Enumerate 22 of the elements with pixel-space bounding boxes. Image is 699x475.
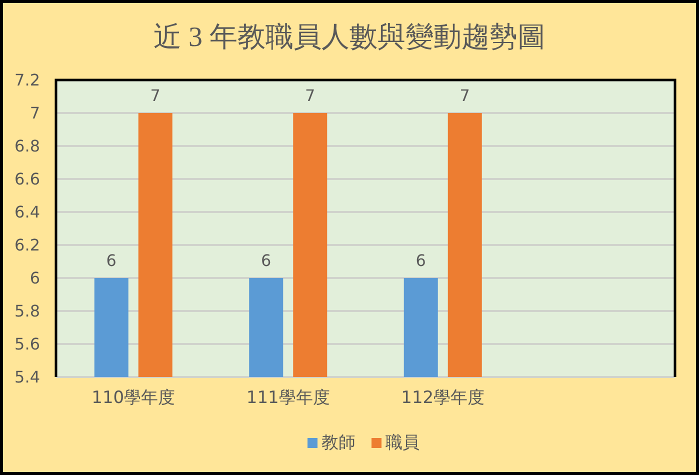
y-tick-label: 5.6 bbox=[14, 334, 40, 354]
legend-label: 教師 bbox=[322, 433, 356, 453]
legend-label: 職員 bbox=[386, 433, 420, 453]
y-tick-label: 5.8 bbox=[14, 302, 40, 320]
chart-title: 近 3 年教職員人數與變動趨勢圖 bbox=[154, 22, 546, 53]
y-tick-label: 7.2 bbox=[14, 70, 40, 90]
data-label: 6 bbox=[416, 251, 426, 270]
data-label: 6 bbox=[261, 251, 272, 270]
y-tick-label: 6.2 bbox=[14, 236, 40, 254]
y-tick-label: 7 bbox=[30, 104, 40, 122]
y-tick-label: 5.4 bbox=[14, 368, 40, 386]
y-tick-label: 6.8 bbox=[14, 136, 40, 156]
x-tick-label: 111學年度 bbox=[246, 388, 330, 408]
data-label: 7 bbox=[305, 86, 316, 105]
y-tick-label: 6.4 bbox=[14, 202, 40, 222]
data-label: 6 bbox=[106, 251, 116, 270]
x-tick-label: 112學年度 bbox=[401, 388, 485, 408]
y-tick-label: 6 bbox=[30, 268, 40, 288]
data-label: 7 bbox=[460, 86, 470, 105]
y-tick-label: 6.6 bbox=[14, 170, 40, 188]
x-tick-label: 110學年度 bbox=[92, 388, 176, 408]
data-label: 7 bbox=[150, 86, 160, 105]
